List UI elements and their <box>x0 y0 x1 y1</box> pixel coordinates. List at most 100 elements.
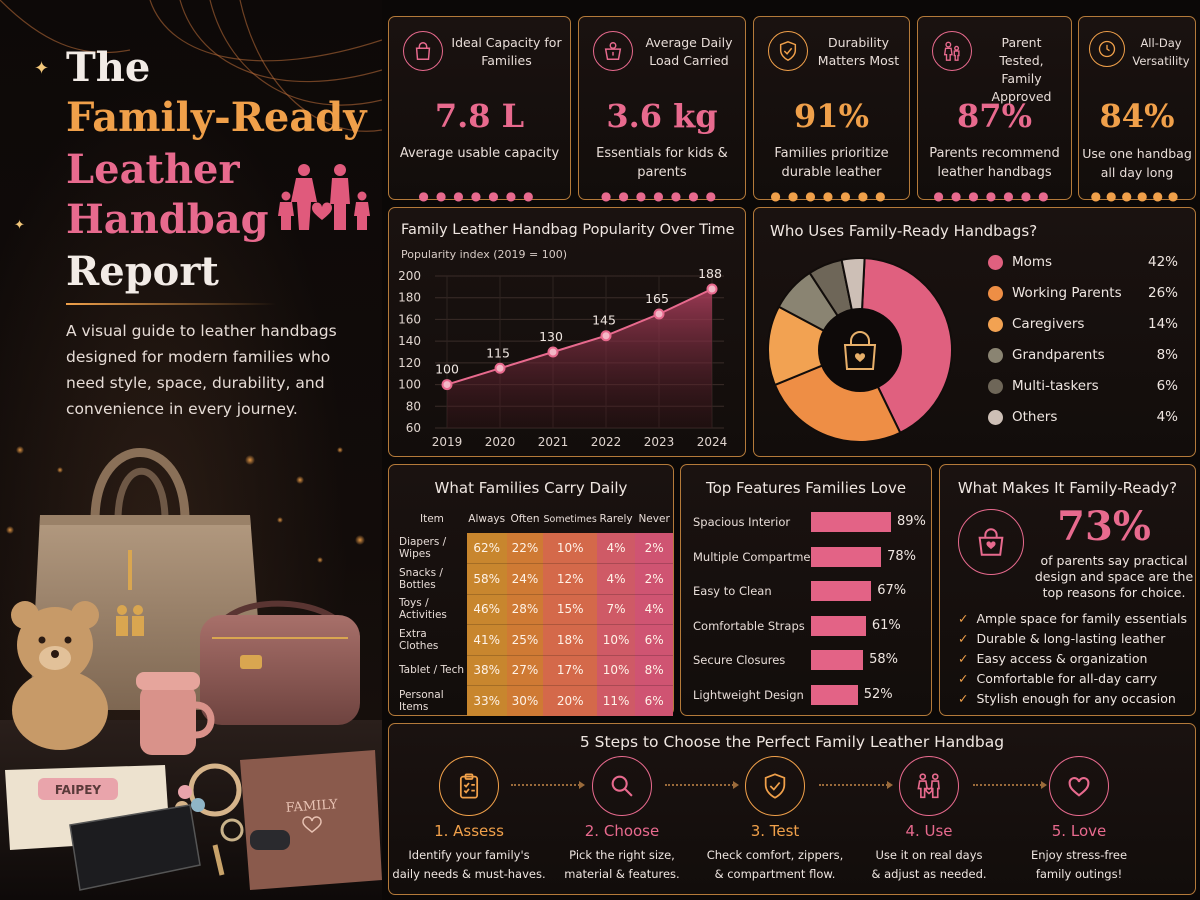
table-cell: 17% <box>543 655 596 686</box>
table-row: Tablet / Tech 38% 27% 17% 10% 8% <box>397 655 673 686</box>
y-tick-label: 80 <box>406 399 421 413</box>
stat-label: All-Day Versatility <box>1129 34 1193 70</box>
legend-swatch <box>988 410 1003 425</box>
check-item: ✓ Stylish enough for any occasion <box>958 691 1176 706</box>
stat-card-capacity: Ideal Capacity for Families 7.8 L Averag… <box>388 16 571 200</box>
arrow-icon <box>665 784 737 786</box>
stat-label: Parent Tested, Family Approved <box>978 34 1065 106</box>
family-icon <box>899 756 959 816</box>
stat-value: 91% <box>754 97 909 135</box>
bar <box>811 650 863 670</box>
page-title-line: Report <box>66 248 219 295</box>
bar-value-label: 67% <box>877 583 906 598</box>
bar-category-label: Comfortable Straps <box>693 619 805 633</box>
legend-item: Multi-taskers 6% <box>988 376 1188 398</box>
checkmark-icon: ✓ <box>958 611 968 626</box>
features-panel: Top Features Families Love Spacious Inte… <box>680 464 932 716</box>
check-item: ✓ Easy access & organization <box>958 651 1147 666</box>
table-cell: 28% <box>507 594 544 625</box>
check-text: Easy access & organization <box>976 651 1147 666</box>
checkmark-icon: ✓ <box>958 631 968 646</box>
dots-divider: ●●●●●●● <box>389 189 570 203</box>
legend-label: Working Parents <box>1012 285 1122 301</box>
y-tick-label: 180 <box>398 291 421 305</box>
bar <box>811 685 858 705</box>
highlight-text: of parents say practical design and spac… <box>1034 553 1194 601</box>
y-tick-label: 140 <box>398 334 421 348</box>
row-label: Extra Clothes <box>397 625 467 656</box>
bar-value-label: 89% <box>897 514 926 529</box>
family-icon <box>932 31 972 71</box>
stat-card-parent-tested: Parent Tested, Family Approved 87% Paren… <box>917 16 1072 200</box>
table-row: Extra Clothes 41% 25% 18% 10% 6% <box>397 625 673 656</box>
legend-value: 14% <box>1148 316 1178 332</box>
family-ready-panel: What Makes It Family-Ready? 73% of paren… <box>939 464 1196 716</box>
column-header: Item <box>397 505 467 533</box>
table-cell: 46% <box>467 594 507 625</box>
product-scene: FAIPEY FAMILY <box>0 420 382 900</box>
panel-title: What Makes It Family-Ready? <box>940 479 1195 497</box>
table-cell: 38% <box>467 655 507 686</box>
step-title: 2. Choose <box>537 822 707 840</box>
row-label: Snacks / Bottles <box>397 564 467 595</box>
dots-divider: ●●●●●●● <box>579 189 745 203</box>
x-tick-label: 2022 <box>591 435 622 449</box>
stat-label: Average Daily Load Carried <box>639 34 739 70</box>
stat-value: 7.8 L <box>389 97 570 135</box>
legend-label: Multi-taskers <box>1012 378 1099 394</box>
legend-swatch <box>988 379 1003 394</box>
x-tick-label: 2020 <box>485 435 516 449</box>
table-row: Diapers / Wipes 62% 22% 10% 4% 2% <box>397 533 673 564</box>
legend-value: 4% <box>1157 409 1178 425</box>
legend-swatch <box>988 286 1003 301</box>
bar-category-label: Spacious Interior <box>693 515 790 529</box>
bar <box>811 512 891 532</box>
data-label: 130 <box>539 329 563 344</box>
step-desc: Pick the right size, material & features. <box>537 846 707 884</box>
table-cell: 12% <box>543 564 596 595</box>
data-point <box>549 348 558 357</box>
legend-item: Working Parents 26% <box>988 283 1188 305</box>
check-text: Comfortable for all-day carry <box>976 671 1157 686</box>
check-text: Durable & long-lasting leather <box>976 631 1165 646</box>
step-title: 3. Test <box>690 822 860 840</box>
y-tick-label: 60 <box>406 421 421 435</box>
table-cell: 6% <box>635 686 673 717</box>
data-point <box>496 364 505 373</box>
donut-chart <box>760 250 960 450</box>
legend-value: 26% <box>1148 285 1178 301</box>
shield-check-icon <box>768 31 808 71</box>
bar <box>811 547 881 567</box>
panel-title: What Families Carry Daily <box>389 479 673 497</box>
step-desc: Check comfort, zippers, & compartment flo… <box>690 846 860 884</box>
table-cell: 22% <box>507 533 544 564</box>
legend-label: Moms <box>1012 254 1052 270</box>
chart-title: Who Uses Family-Ready Handbags? <box>770 222 1037 240</box>
table-cell: 27% <box>507 655 544 686</box>
line-chart: 100115130145165188 608010012014016018020… <box>389 208 745 456</box>
handbag-icon <box>958 509 1024 575</box>
table-cell: 10% <box>597 655 635 686</box>
table-cell: 30% <box>507 686 544 717</box>
stat-label: Ideal Capacity for Families <box>449 34 564 70</box>
data-point <box>708 285 717 294</box>
x-tick-label: 2021 <box>538 435 569 449</box>
data-point <box>443 380 452 389</box>
legend-swatch <box>988 255 1003 270</box>
table-cell: 15% <box>543 594 596 625</box>
dots-divider: ●●●●●●● <box>918 189 1071 203</box>
table-cell: 10% <box>597 625 635 656</box>
clipboard-icon <box>439 756 499 816</box>
row-label: Toys / Activities <box>397 594 467 625</box>
dots-divider: ●●●●●●● <box>754 189 909 203</box>
row-label: Personal Items <box>397 686 467 717</box>
page-title-line: Handbag <box>66 196 269 243</box>
bar-value-label: 78% <box>887 549 916 564</box>
column-header: Never <box>635 505 673 533</box>
panel-title: 5 Steps to Choose the Perfect Family Lea… <box>389 733 1195 751</box>
table-cell: 58% <box>467 564 507 595</box>
x-tick-label: 2024 <box>697 435 728 449</box>
crossbody-bag <box>200 604 360 725</box>
legend-value: 6% <box>1157 378 1178 394</box>
panel-title: Top Features Families Love <box>681 479 931 497</box>
